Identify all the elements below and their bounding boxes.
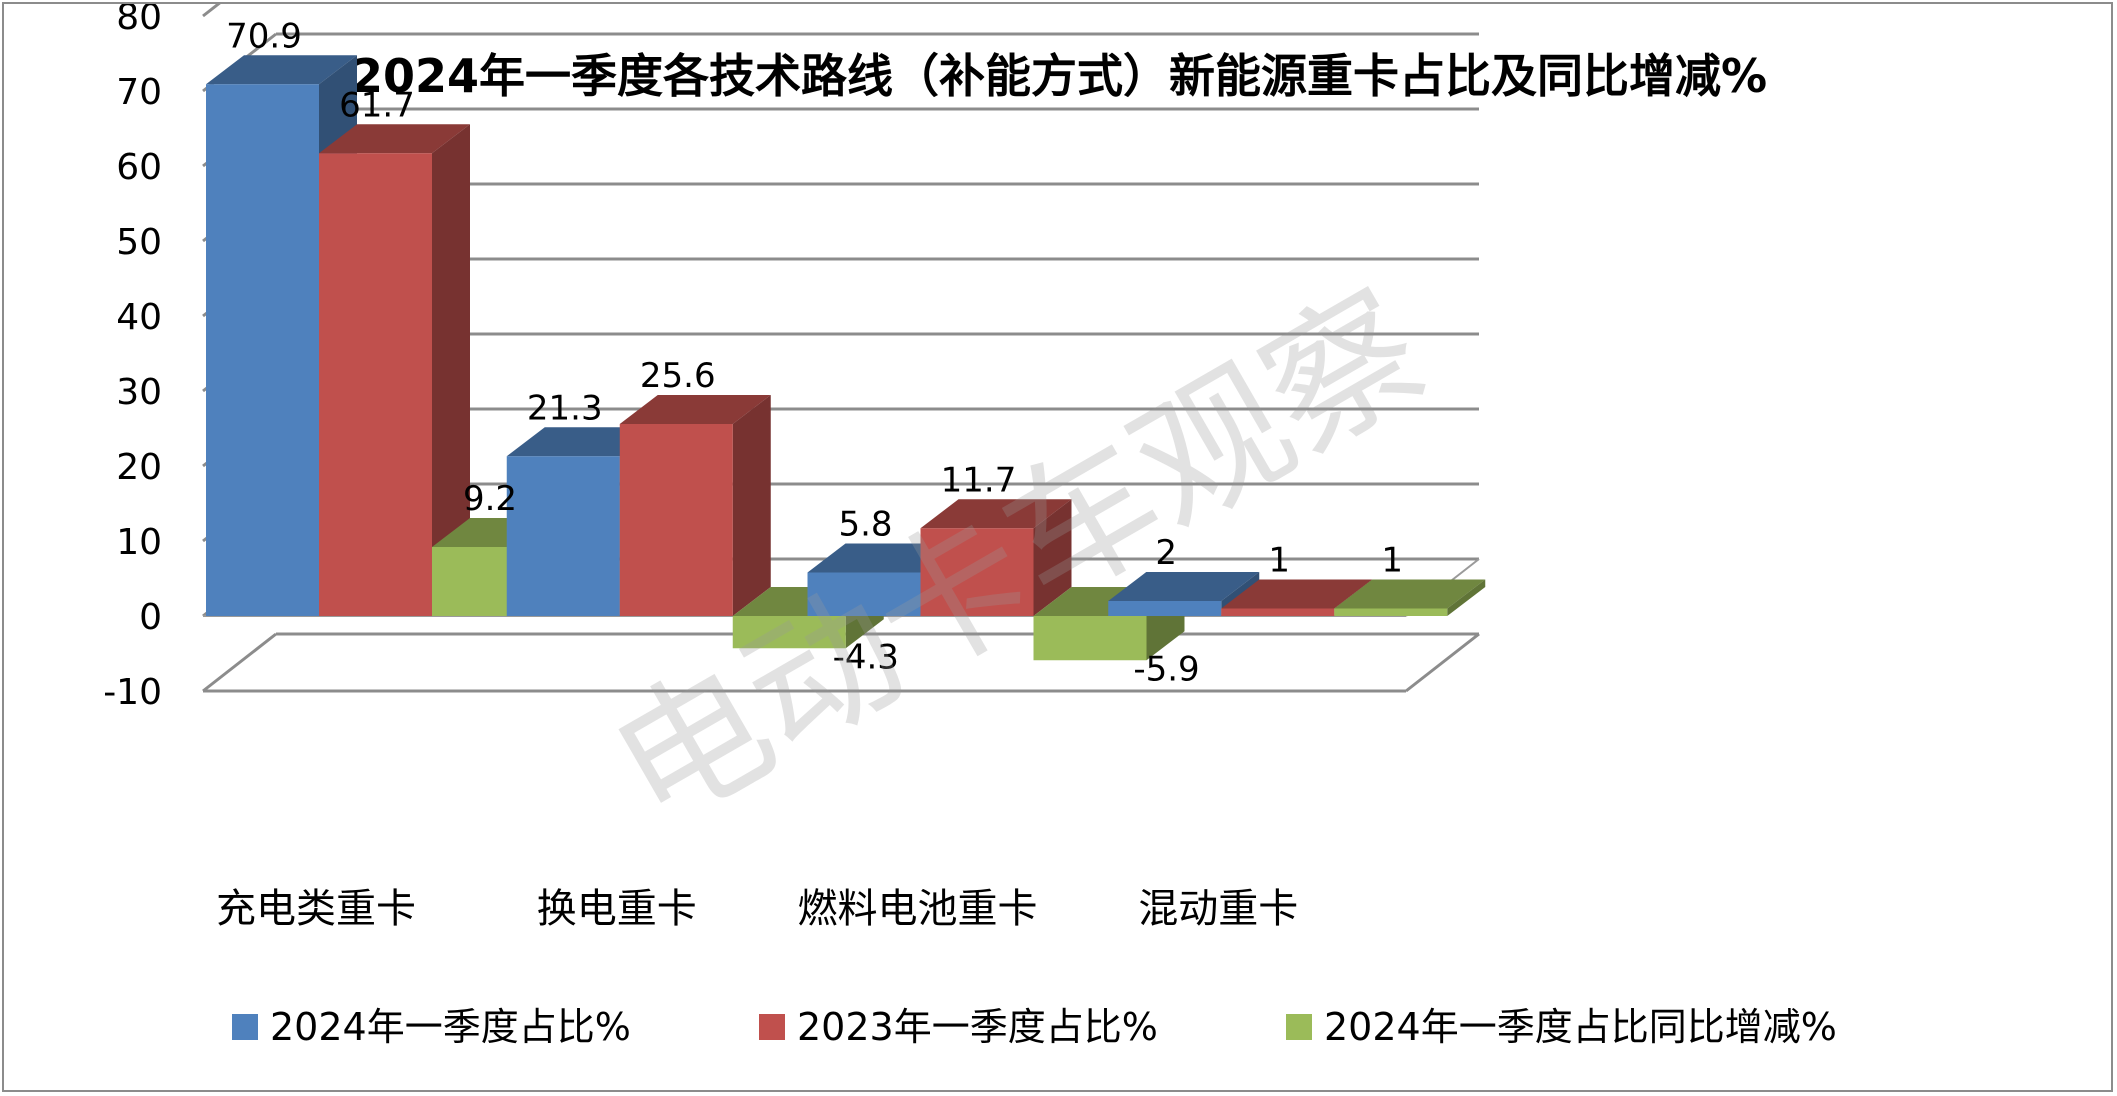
y-tick-label: 80 [116, 4, 162, 38]
bar [1108, 601, 1222, 616]
data-label: 25.6 [640, 356, 716, 396]
bar-top [920, 499, 1072, 529]
y-tick-label: 40 [116, 297, 162, 338]
bar [1221, 608, 1335, 616]
bar-side [1447, 579, 1486, 616]
bar-top [206, 55, 357, 85]
category-label: 燃料电池重卡 [798, 886, 1038, 932]
data-label: 5.8 [838, 505, 892, 545]
floor-right-edge [1405, 632, 1480, 693]
bar-top [1108, 572, 1260, 601]
data-label: 21.3 [527, 388, 603, 428]
category-labels: 充电类重卡 换电重卡 燃料电池重卡 混动重卡 [216, 886, 1298, 932]
y-tick-label: 60 [116, 147, 162, 188]
data-label: 9.2 [463, 479, 517, 519]
category-label: 混动重卡 [1138, 886, 1298, 932]
bar [1033, 616, 1147, 661]
category-label: 充电类重卡 [216, 886, 416, 932]
bar [920, 528, 1034, 616]
gridline-side [202, 4, 221, 18]
bar-top [1334, 579, 1486, 609]
bar [506, 456, 620, 616]
data-label: 61.7 [339, 85, 415, 125]
legend-label: 2024年一季度占比同比增减% [1324, 1005, 1837, 1049]
y-tick-label: 50 [116, 222, 162, 263]
legend-swatch [1286, 1014, 1312, 1040]
bar-side [732, 395, 771, 616]
data-labels: 70.9 61.7 9.2 21.3 25.6 -4.3 5.8 11.7 -5.9 2 1 1 [226, 16, 1403, 689]
legend-label: 2023年一季度占比% [797, 1005, 1158, 1049]
y-tick-label: 20 [116, 447, 162, 488]
y-tick-label: 70 [116, 72, 162, 113]
legend-swatch [759, 1014, 785, 1040]
bar [807, 572, 921, 616]
bar [319, 153, 432, 616]
legend: 2024年一季度占比% 2023年一季度占比% 2024年一季度占比同比增减% [232, 1005, 1837, 1049]
chart-title: 2024年一季度各技术路线（补能方式）新能源重卡占比及同比增减% [351, 49, 1767, 103]
legend-label: 2024年一季度占比% [270, 1005, 631, 1049]
chart-canvas: 2024年一季度各技术路线（补能方式）新能源重卡占比及同比增减% -10 0 10 2… [103, 4, 1837, 1049]
bar [619, 424, 733, 616]
bar-side [432, 124, 470, 616]
data-label: -4.3 [833, 637, 899, 677]
category-label: 换电重卡 [537, 886, 697, 932]
bar-top [319, 124, 470, 154]
legend-swatch [232, 1014, 258, 1040]
bar-layer [206, 55, 1486, 661]
y-tick-label: 30 [116, 372, 162, 413]
y-axis-ticks: -10 0 10 20 30 40 50 60 70 80 [103, 4, 162, 713]
bar-top [619, 395, 771, 424]
bar [1334, 608, 1448, 616]
y-tick-label: -10 [103, 672, 162, 713]
data-label: 11.7 [941, 460, 1017, 500]
data-label: -5.9 [1133, 649, 1199, 689]
bar [206, 84, 319, 616]
bar-side [1033, 499, 1072, 616]
data-label: 2 [1155, 533, 1177, 573]
y-tick-label: 10 [116, 522, 162, 563]
y-tick-label: 0 [139, 597, 162, 638]
data-label: 70.9 [226, 16, 302, 56]
bar-top [1221, 579, 1373, 609]
gridline-side [202, 632, 277, 693]
data-label: 1 [1381, 541, 1403, 581]
bar [732, 616, 846, 649]
data-label: 1 [1268, 541, 1290, 581]
